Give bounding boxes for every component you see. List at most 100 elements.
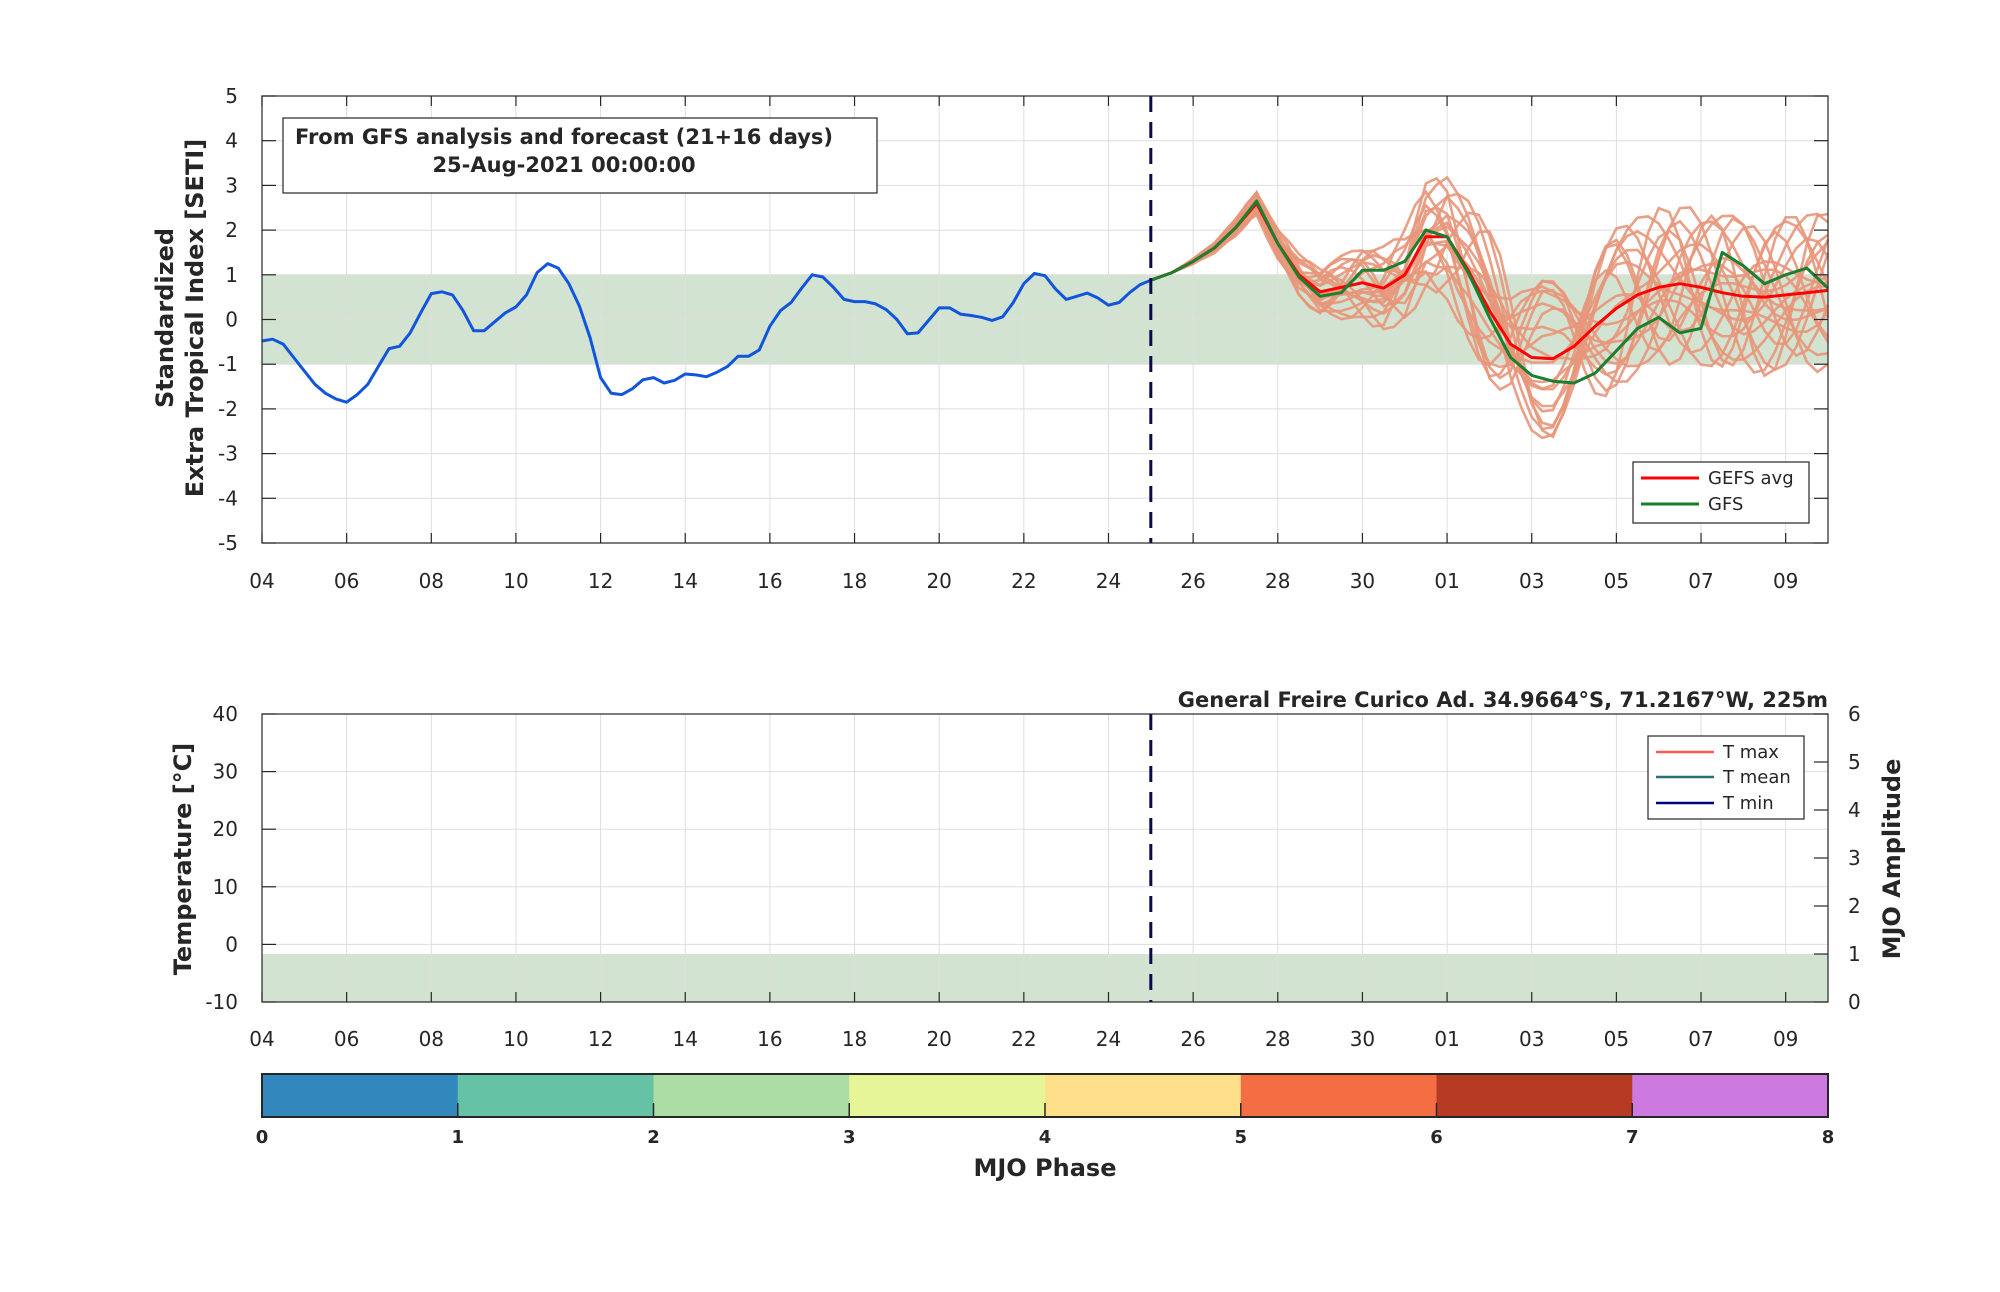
y-tick-label: 4	[225, 129, 238, 153]
y-tick-label: -2	[218, 397, 238, 421]
y-tick-label-left: 20	[213, 817, 238, 841]
x-tick-label: 16	[757, 1027, 782, 1051]
x-tick-label: 14	[673, 569, 698, 593]
info-box: From GFS analysis and forecast (21+16 da…	[282, 117, 878, 194]
y-tick-label-left: 30	[213, 760, 238, 784]
ensemble-member-line	[1150, 204, 1829, 391]
x-tick-label: 24	[1096, 1027, 1121, 1051]
x-tick-label: 08	[419, 1027, 444, 1051]
y-tick-label: -4	[218, 486, 238, 510]
analysis-line	[261, 262, 1152, 404]
ensemble-member-line	[1150, 189, 1830, 367]
colorbar-tick-label: 0	[256, 1127, 269, 1148]
x-tick-labels: 04 06 08 10 12 14 16 18 20 22 24 26 28 30 01 03 05 07 09	[249, 569, 1798, 593]
gfs-line	[1150, 199, 1830, 385]
y-tick-label-right: 0	[1848, 990, 1861, 1014]
temperature-mjo-chart: 04 06 08 10 12 14 16 18 20 22 24 26 28 30 01 03 05 07 09 -…	[169, 688, 1906, 1051]
info-line-1: From GFS analysis and forecast (21+16 da…	[295, 125, 833, 149]
x-tick-label: 01	[1434, 569, 1459, 593]
y-tick-label-left: 40	[213, 702, 238, 726]
x-tick-label: 09	[1773, 1027, 1798, 1051]
x-tick-label: 20	[926, 1027, 951, 1051]
colorbar-segment	[653, 1074, 850, 1117]
legend-top: GEFS avg GFS	[1632, 461, 1810, 524]
y-tick-label: -1	[218, 352, 238, 376]
axis-ticks	[261, 95, 1828, 544]
legend-bottom: T max T mean T min	[1647, 735, 1805, 820]
x-tick-label: 10	[503, 569, 528, 593]
y-tick-label-right: 5	[1848, 750, 1861, 774]
colorbar-tick-label: 7	[1626, 1127, 1639, 1148]
colorbar-tick-label: 6	[1430, 1127, 1443, 1148]
colorbar-segment	[1632, 1074, 1829, 1117]
x-tick-label: 06	[334, 569, 359, 593]
x-tick-label: 03	[1519, 1027, 1544, 1051]
legend-label-tmax: T max	[1722, 742, 1779, 763]
y-tick-labels-left: -10 0 10 20 30 40	[205, 702, 238, 1014]
mjo-phase-colorbar: 0 1 2 3 4 5 6 7 8 MJO Phase	[256, 1073, 1835, 1182]
x-tick-label: 09	[1773, 569, 1798, 593]
colorbar-tick-label: 4	[1039, 1127, 1052, 1148]
x-tick-label: 28	[1265, 569, 1290, 593]
x-tick-label: 04	[249, 569, 274, 593]
colorbar-segment	[1436, 1074, 1633, 1117]
x-tick-label: 26	[1180, 569, 1205, 593]
y-tick-label-left: 10	[213, 875, 238, 899]
x-tick-label: 24	[1096, 569, 1121, 593]
colorbar-tick-label: 3	[843, 1127, 856, 1148]
series-lines	[261, 199, 1830, 404]
x-tick-label: 26	[1180, 1027, 1205, 1051]
x-tick-label: 05	[1604, 1027, 1629, 1051]
mjo-amplitude-band	[262, 954, 1828, 1002]
y-tick-labels: -5 -4 -3 -2 -1 0 1 2 3 4 5	[218, 84, 238, 555]
x-tick-label: 30	[1350, 569, 1375, 593]
y-tick-label: 0	[225, 308, 238, 332]
x-tick-label: 18	[842, 1027, 867, 1051]
x-tick-label: 04	[249, 1027, 274, 1051]
ensemble-members	[1150, 175, 1830, 440]
x-tick-label: 07	[1688, 569, 1713, 593]
colorbar-label: MJO Phase	[973, 1154, 1116, 1182]
info-line-2: 25-Aug-2021 00:00:00	[432, 153, 695, 177]
x-tick-label: 06	[334, 1027, 359, 1051]
colorbar-tick-label: 8	[1822, 1127, 1835, 1148]
y-axis-label-left: Temperature [°C]	[169, 743, 197, 976]
colorbar-tick-label: 2	[647, 1127, 660, 1148]
x-tick-label: 22	[1011, 569, 1036, 593]
colorbar-tick-label: 5	[1234, 1127, 1247, 1148]
x-tick-label: 20	[926, 569, 951, 593]
y-tick-label-left: 0	[225, 932, 238, 956]
x-tick-labels: 04 06 08 10 12 14 16 18 20 22 24 26 28 30 01 03 05 07 09	[249, 1027, 1798, 1051]
x-tick-label: 10	[503, 1027, 528, 1051]
x-tick-label: 01	[1434, 1027, 1459, 1051]
colorbar-segments	[262, 1074, 1829, 1117]
y-axis-label-line1: Standardized	[151, 228, 179, 408]
colorbar-segment	[1045, 1074, 1242, 1117]
colorbar-segment	[849, 1074, 1046, 1117]
colorbar-ticks: 0 1 2 3 4 5 6 7 8	[256, 1103, 1835, 1148]
y-tick-label-left: -10	[205, 990, 238, 1014]
legend-label-tmin: T min	[1722, 793, 1774, 814]
x-tick-label: 30	[1350, 1027, 1375, 1051]
x-tick-label: 28	[1265, 1027, 1290, 1051]
x-tick-label: 16	[757, 569, 782, 593]
seti-chart: 04 06 08 10 12 14 16 18 20 22 24 26 28 30 01 03 05 07 09 -…	[151, 84, 1830, 593]
colorbar-segment	[457, 1074, 654, 1117]
x-tick-label: 07	[1688, 1027, 1713, 1051]
y-axis-label-right: MJO Amplitude	[1878, 759, 1906, 960]
y-tick-label: 3	[225, 173, 238, 197]
colorbar-segment	[1240, 1074, 1437, 1117]
legend-label-tmean: T mean	[1722, 767, 1791, 788]
x-tick-label: 05	[1604, 569, 1629, 593]
y-tick-label: 5	[225, 84, 238, 108]
x-tick-label: 08	[419, 569, 444, 593]
legend-label-gefs-avg: GEFS avg	[1708, 468, 1794, 489]
y-tick-labels-right: 0 1 2 3 4 5 6	[1848, 702, 1861, 1014]
y-tick-label: -3	[218, 442, 238, 466]
x-tick-label: 03	[1519, 569, 1544, 593]
legend-label-gfs: GFS	[1708, 494, 1743, 515]
y-tick-label: 1	[225, 263, 238, 287]
x-tick-label: 12	[588, 1027, 613, 1051]
y-tick-label-right: 1	[1848, 942, 1861, 966]
